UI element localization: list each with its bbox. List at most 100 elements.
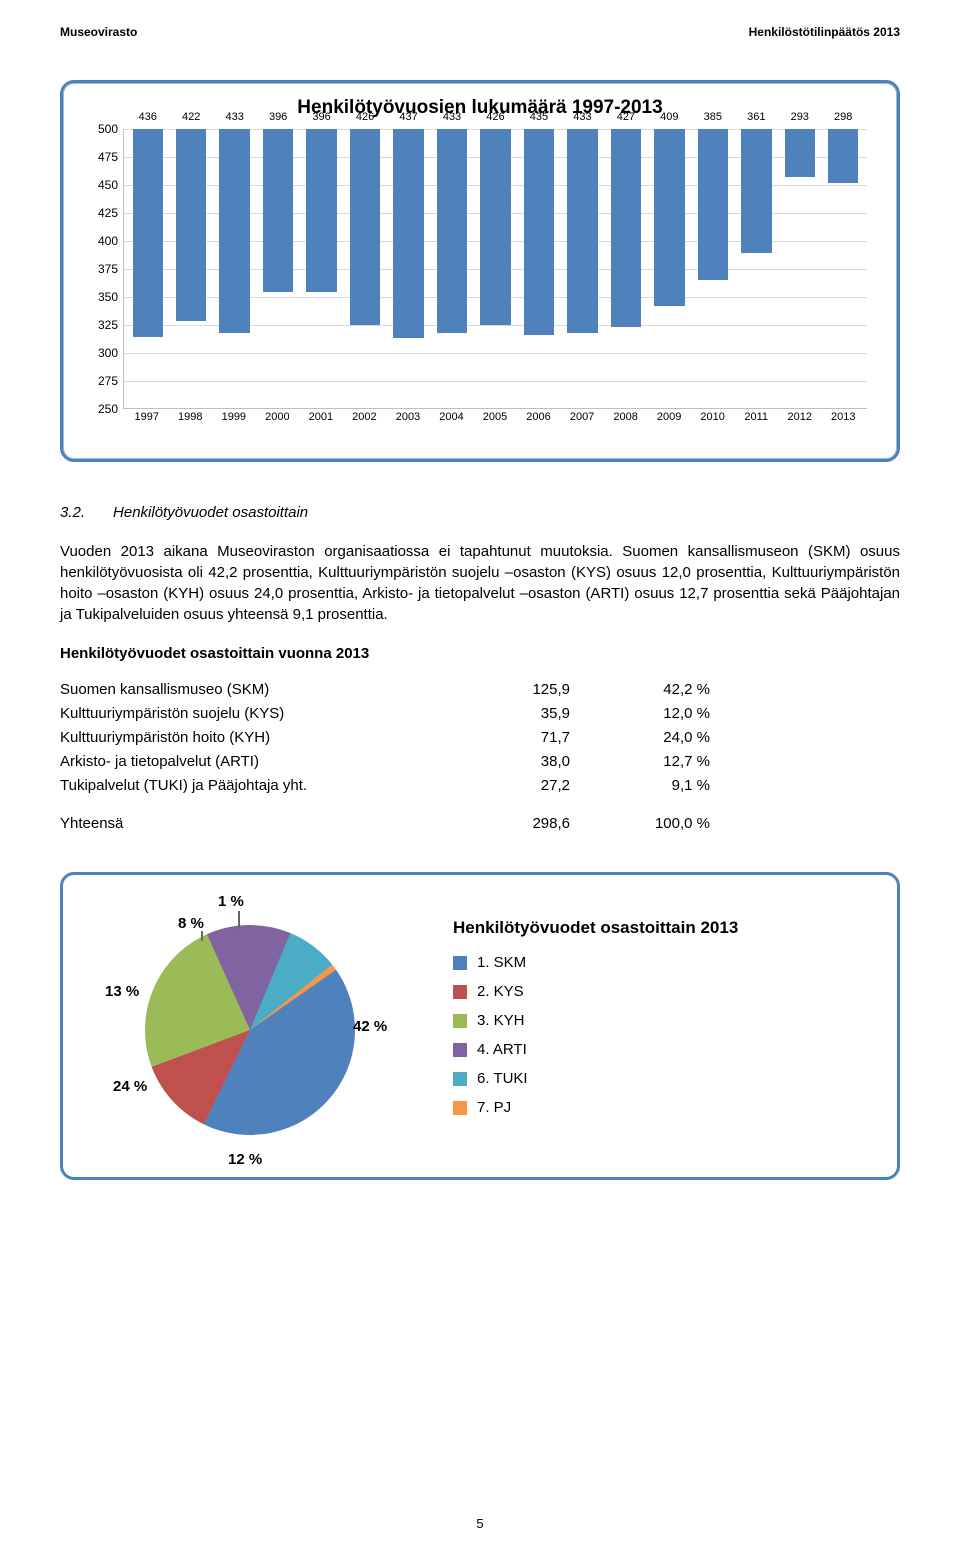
bar-value-label: 422 xyxy=(182,111,200,123)
legend-label: 3. KYH xyxy=(477,1012,525,1029)
legend-swatch xyxy=(453,956,467,970)
legend-item: 7. PJ xyxy=(453,1099,877,1116)
department-table: Suomen kansallismuseo (SKM)125,942,2 %Ku… xyxy=(60,678,900,836)
table-total-row: Yhteensä298,6100,0 % xyxy=(60,812,900,836)
y-tick-label: 425 xyxy=(86,206,118,220)
table-row: Kulttuuriympäristön hoito (KYH)71,724,0 … xyxy=(60,726,900,750)
table-row: Suomen kansallismuseo (SKM)125,942,2 % xyxy=(60,678,900,702)
legend-label: 6. TUKI xyxy=(477,1070,528,1087)
legend-swatch xyxy=(453,1101,467,1115)
section-body: 3.2. Henkilötyövuodet osastoittain Vuode… xyxy=(60,502,900,836)
legend-swatch xyxy=(453,1043,467,1057)
subsection-title: Henkilötyövuodet osastoittain vuonna 201… xyxy=(60,643,900,664)
bar: 435 xyxy=(524,129,554,335)
bar-value-label: 385 xyxy=(704,111,722,123)
table-row: Tukipalvelut (TUKI) ja Pääjohtaja yht.27… xyxy=(60,774,900,798)
bar: 433 xyxy=(567,129,597,333)
x-tick-label: 2013 xyxy=(822,411,866,431)
y-tick-label: 325 xyxy=(86,318,118,332)
x-tick-label: 2004 xyxy=(430,411,474,431)
x-tick-label: 2001 xyxy=(299,411,343,431)
legend-item: 2. KYS xyxy=(453,983,877,1000)
bar-value-label: 426 xyxy=(356,111,374,123)
bar: 385 xyxy=(698,129,728,280)
y-tick-label: 450 xyxy=(86,178,118,192)
table-row: Arkisto- ja tietopalvelut (ARTI)38,012,7… xyxy=(60,750,900,774)
pie-chart-title: Henkilötyövuodet osastoittain 2013 xyxy=(453,918,877,938)
x-tick-label: 1997 xyxy=(125,411,169,431)
bar: 426 xyxy=(350,129,380,325)
table-row: Kulttuuriympäristön suojelu (KYS)35,912,… xyxy=(60,702,900,726)
y-tick-label: 400 xyxy=(86,234,118,248)
bar-value-label: 298 xyxy=(834,111,852,123)
bar: 422 xyxy=(176,129,206,321)
total-label: Yhteensä xyxy=(60,812,480,836)
section-title: Henkilötyövuodet osastoittain xyxy=(113,502,308,523)
legend-item: 3. KYH xyxy=(453,1012,877,1029)
legend-label: 4. ARTI xyxy=(477,1041,527,1058)
pie-chart: 42 %12 %24 %13 %8 %1 % xyxy=(83,893,423,1153)
row-value: 125,9 xyxy=(480,678,590,702)
row-label: Tukipalvelut (TUKI) ja Pääjohtaja yht. xyxy=(60,774,480,798)
y-tick-label: 300 xyxy=(86,346,118,360)
bar: 396 xyxy=(263,129,293,292)
y-tick-label: 375 xyxy=(86,262,118,276)
bar: 409 xyxy=(654,129,684,306)
row-value: 71,7 xyxy=(480,726,590,750)
bar-value-label: 361 xyxy=(747,111,765,123)
y-tick-label: 275 xyxy=(86,374,118,388)
row-pct: 12,7 % xyxy=(590,750,710,774)
bar: 361 xyxy=(741,129,771,253)
pie-slice-label: 12 % xyxy=(228,1151,262,1168)
legend-item: 4. ARTI xyxy=(453,1041,877,1058)
x-tick-label: 2002 xyxy=(343,411,387,431)
x-tick-label: 2003 xyxy=(386,411,430,431)
legend-label: 7. PJ xyxy=(477,1099,511,1116)
bar: 436 xyxy=(133,129,163,337)
pie-slice-label: 42 % xyxy=(353,1018,387,1035)
y-tick-label: 500 xyxy=(86,122,118,136)
pie-legend: 1. SKM 2. KYS 3. KYH 4. ARTI 6. TUKI 7. PJ xyxy=(453,954,877,1116)
row-value: 35,9 xyxy=(480,702,590,726)
x-tick-label: 2007 xyxy=(560,411,604,431)
legend-label: 1. SKM xyxy=(477,954,526,971)
header-org: Museovirasto xyxy=(60,25,137,39)
section-number: 3.2. xyxy=(60,502,85,523)
x-tick-label: 2011 xyxy=(734,411,778,431)
page-number: 5 xyxy=(0,1516,960,1531)
bar: 433 xyxy=(219,129,249,333)
bar-value-label: 433 xyxy=(573,111,591,123)
bar-value-label: 436 xyxy=(139,111,157,123)
row-pct: 12,0 % xyxy=(590,702,710,726)
bar-chart-container: Henkilötyövuosien lukumäärä 1997-2013 25… xyxy=(60,80,900,462)
x-tick-label: 2005 xyxy=(473,411,517,431)
x-tick-label: 1999 xyxy=(212,411,256,431)
row-value: 38,0 xyxy=(480,750,590,774)
bar: 396 xyxy=(306,129,336,292)
bar-value-label: 435 xyxy=(530,111,548,123)
total-pct: 100,0 % xyxy=(590,812,710,836)
legend-swatch xyxy=(453,985,467,999)
legend-item: 6. TUKI xyxy=(453,1070,877,1087)
bar: 433 xyxy=(437,129,467,333)
x-tick-label: 2000 xyxy=(256,411,300,431)
header-report: Henkilöstötilinpäätös 2013 xyxy=(749,25,900,39)
row-pct: 9,1 % xyxy=(590,774,710,798)
pie-slice-label: 24 % xyxy=(113,1078,147,1095)
row-label: Suomen kansallismuseo (SKM) xyxy=(60,678,480,702)
x-tick-label: 1998 xyxy=(169,411,213,431)
bar-value-label: 433 xyxy=(225,111,243,123)
bar-value-label: 433 xyxy=(443,111,461,123)
x-tick-label: 2006 xyxy=(517,411,561,431)
bar-value-label: 293 xyxy=(791,111,809,123)
row-label: Kulttuuriympäristön suojelu (KYS) xyxy=(60,702,480,726)
pie-slice-label: 8 % xyxy=(178,915,204,932)
row-pct: 24,0 % xyxy=(590,726,710,750)
y-tick-label: 350 xyxy=(86,290,118,304)
row-pct: 42,2 % xyxy=(590,678,710,702)
bar-value-label: 437 xyxy=(399,111,417,123)
legend-swatch xyxy=(453,1072,467,1086)
bar: 437 xyxy=(393,129,423,338)
bar-value-label: 396 xyxy=(269,111,287,123)
pie-chart-container: 42 %12 %24 %13 %8 %1 % Henkilötyövuodet … xyxy=(60,872,900,1180)
